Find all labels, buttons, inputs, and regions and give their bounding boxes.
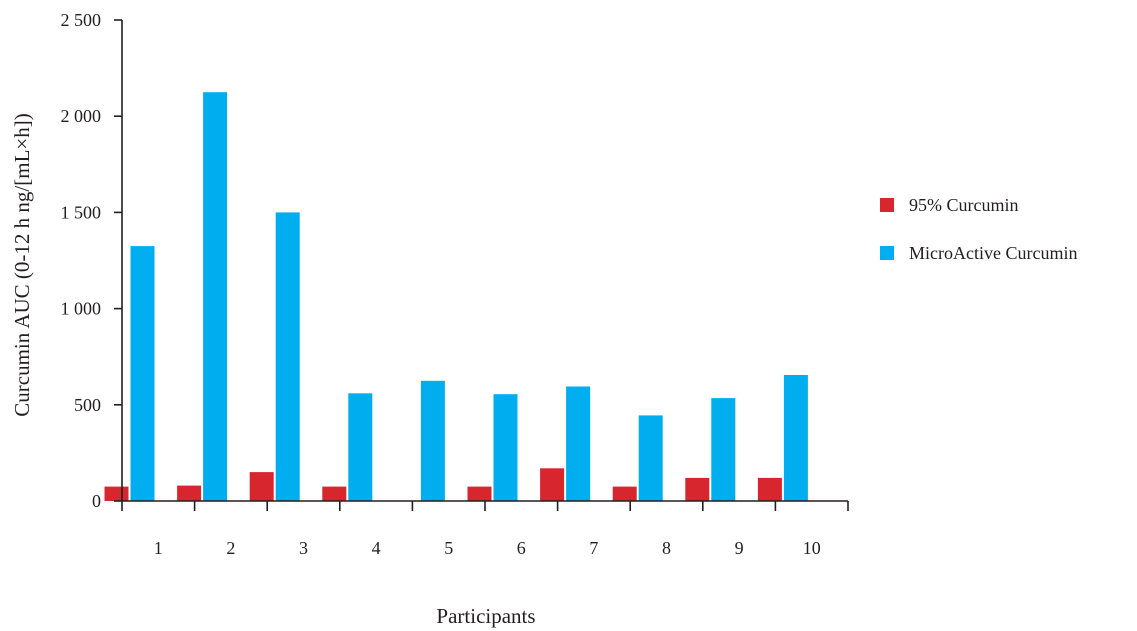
x-tick-label: 10 (803, 538, 821, 558)
x-tick-label: 4 (372, 538, 381, 558)
y-tick-label: 0 (92, 491, 101, 511)
bar-series2-participant-10 (783, 375, 808, 501)
bar-series2-participant-6 (493, 394, 518, 501)
bar-series1-participant-4 (322, 486, 347, 501)
y-axis-title: Curcumin AUC (0-12 h ng/[mL×h]) (10, 113, 34, 416)
x-tick-label: 2 (226, 538, 235, 558)
bar-series2-participant-5 (420, 380, 445, 502)
bar-series1-participant-1 (104, 486, 129, 501)
legend-label-series2: MicroActive Curcumin (909, 243, 1077, 263)
x-tick-label: 9 (735, 538, 744, 558)
legend-label-series1: 95% Curcumin (909, 195, 1019, 215)
bar-series1-participant-6 (467, 486, 492, 501)
axes-layer (121, 20, 848, 502)
y-tick-label: 1 000 (61, 299, 102, 319)
bar-series1-participant-9 (685, 477, 710, 501)
bar-series1-participant-8 (612, 486, 637, 501)
legend: 95% Curcumin MicroActive Curcumin (880, 195, 1077, 263)
y-tick-label: 500 (74, 395, 101, 415)
x-tick-label: 7 (589, 538, 598, 558)
bar-series2-participant-3 (275, 212, 300, 501)
y-tick-label: 2 500 (61, 10, 102, 30)
bar-series1-participant-3 (249, 472, 274, 501)
y-tick-label: 2 000 (61, 106, 102, 126)
x-tick-label: 5 (444, 538, 453, 558)
legend-swatch-series1 (880, 198, 894, 212)
x-tick-label: 3 (299, 538, 308, 558)
bar-series2-participant-9 (711, 398, 736, 501)
x-ticks: 1 2 3 4 5 6 7 8 9 10 (121, 501, 849, 558)
bar-series2-participant-2 (203, 92, 228, 501)
bar-series2-participant-1 (130, 246, 155, 501)
bar-series2-participant-8 (638, 415, 663, 501)
bar-series1-participant-10 (757, 477, 782, 501)
bar-series1-participant-2 (177, 485, 202, 501)
legend-swatch-series2 (880, 246, 894, 260)
x-axis-title: Participants (436, 604, 535, 628)
y-tick-label: 1 500 (61, 202, 102, 222)
bar-series1-participant-7 (540, 468, 565, 501)
bars-layer (104, 92, 808, 502)
bar-series2-participant-4 (348, 393, 373, 501)
x-tick-label: 8 (662, 538, 671, 558)
x-tick-label: 1 (154, 538, 163, 558)
y-ticks: 0 500 1 000 1 500 2 000 2 500 (61, 10, 122, 511)
bar-series2-participant-7 (566, 386, 591, 501)
x-tick-label: 6 (517, 538, 526, 558)
